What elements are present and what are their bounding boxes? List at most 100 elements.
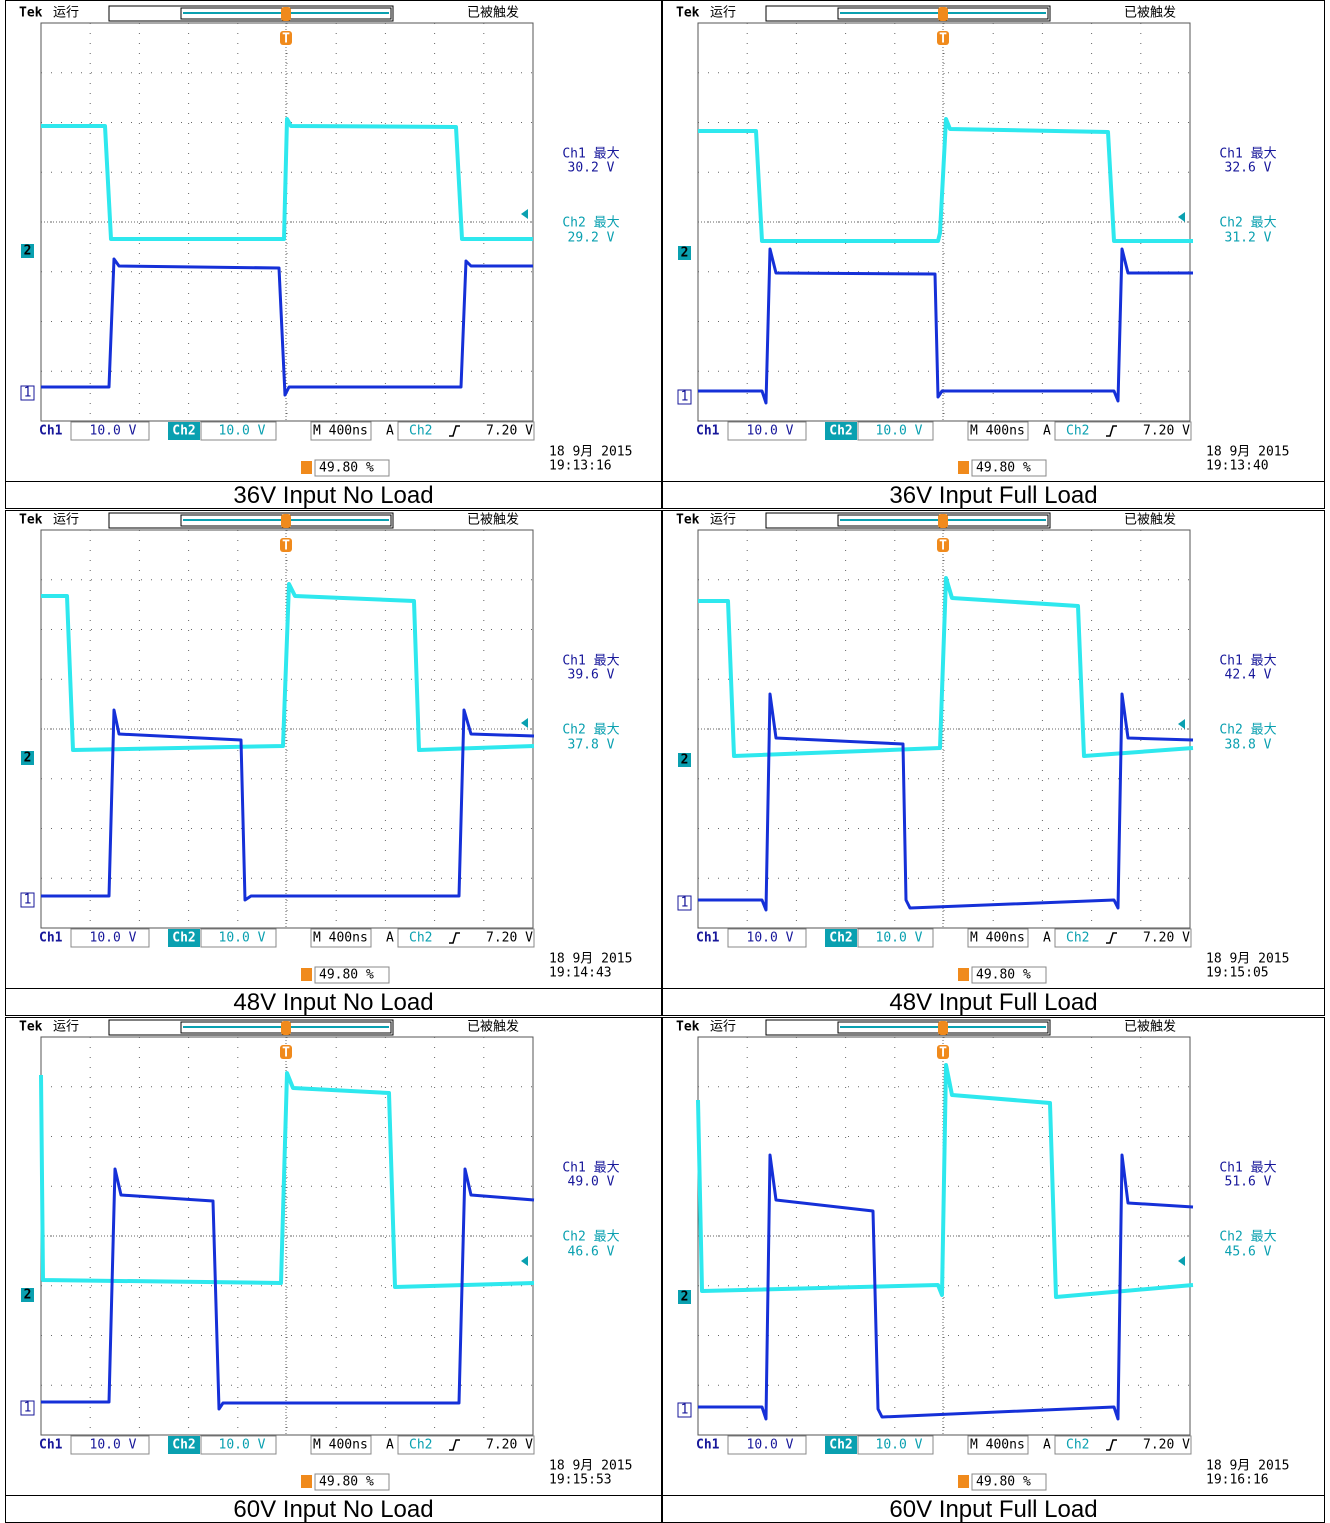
ch1-label: Ch1 [696, 424, 720, 439]
ch1-label: Ch1 [39, 424, 63, 439]
ch2-max-label: Ch2 最大 [562, 723, 619, 738]
trigger-source: Ch2 [409, 1438, 432, 1453]
ch2-marker: 2 [24, 751, 32, 766]
page: Tek运行已被触发T21Ch1 最大30.2 VCh2 最大29.2 VCh11… [0, 0, 1330, 1523]
trigger-position: 49.80 % [976, 461, 1031, 476]
trigger-mode: A [1043, 931, 1051, 946]
caption: 48V Input Full Load [662, 988, 1325, 1016]
ch1-max-value: 39.6 V [568, 668, 615, 683]
caption: 36V Input No Load [5, 481, 662, 509]
trigger-slope [1106, 426, 1117, 436]
ch2-max-label: Ch2 最大 [1219, 723, 1276, 738]
trigger-slope [1106, 933, 1117, 943]
status: 运行 [710, 1020, 736, 1035]
trigger-level: 7.20 V [1143, 1438, 1190, 1453]
ch1-max-value: 32.6 V [1225, 161, 1272, 176]
trigger-mode: A [1043, 424, 1051, 439]
scope-screen: Tek运行已被触发T21Ch1 最大51.6 VCh2 最大45.6 VCh11… [663, 1018, 1324, 1496]
trigger-marker: T [282, 32, 290, 47]
trigger-slope [449, 426, 460, 436]
trigger-icon [281, 514, 291, 528]
date: 18 9月 2015 [1206, 952, 1289, 967]
ch2-marker: 2 [681, 1290, 689, 1305]
time: 19:14:43 [549, 966, 612, 981]
ch1-max-label: Ch1 最大 [562, 654, 619, 669]
timebase: M 400ns [970, 424, 1025, 439]
trigger-state: 已被触发 [1124, 5, 1176, 21]
ch2-label: Ch2 [172, 1438, 195, 1453]
ch2-label: Ch2 [829, 931, 852, 946]
ch1-label: Ch1 [696, 931, 720, 946]
trigger-position: 49.80 % [319, 461, 374, 476]
ch2-label: Ch2 [829, 1438, 852, 1453]
trigger-pos-icon [958, 461, 969, 474]
ch2-label: Ch2 [829, 424, 852, 439]
trigger-mode: A [386, 424, 394, 439]
date: 18 9月 2015 [1206, 445, 1289, 460]
brand: Tek [676, 6, 700, 21]
trigger-slope [1106, 1440, 1117, 1450]
date: 18 9月 2015 [549, 1459, 632, 1474]
ch1-scale: 10.0 V [747, 1438, 794, 1453]
ch2-max-value: 29.2 V [568, 231, 615, 246]
trigger-level: 7.20 V [1143, 424, 1190, 439]
trigger-pos-icon [958, 968, 969, 981]
caption: 36V Input Full Load [662, 481, 1325, 509]
ch1-scale: 10.0 V [90, 424, 137, 439]
date: 18 9月 2015 [1206, 1459, 1289, 1474]
ch2-max-value: 37.8 V [568, 738, 615, 753]
ch2-scale: 10.0 V [876, 931, 923, 946]
trigger-marker: T [939, 539, 947, 554]
trigger-level: 7.20 V [1143, 931, 1190, 946]
trigger-state: 已被触发 [467, 512, 519, 528]
ch2-max-label: Ch2 最大 [1219, 216, 1276, 231]
timebase: M 400ns [970, 931, 1025, 946]
scope-screen: Tek运行已被触发T21Ch1 最大49.0 VCh2 最大46.6 VCh11… [6, 1018, 661, 1496]
ch1-max-value: 30.2 V [568, 161, 615, 176]
ch1-max-label: Ch1 最大 [562, 1161, 619, 1176]
caption: 60V Input No Load [5, 1495, 662, 1523]
trigger-position: 49.80 % [319, 1475, 374, 1490]
ch1-max-value: 49.0 V [568, 1175, 615, 1190]
ch2-marker: 2 [24, 1288, 32, 1303]
ch2-label: Ch2 [172, 424, 195, 439]
timebase: M 400ns [313, 931, 368, 946]
trigger-position: 49.80 % [976, 1475, 1031, 1490]
trigger-icon [938, 7, 948, 21]
ch1-label: Ch1 [39, 931, 63, 946]
time: 19:16:16 [1206, 1473, 1269, 1488]
ch2-max-label: Ch2 最大 [1219, 1230, 1276, 1245]
scope-panel: Tek运行已被触发T21Ch1 最大42.4 VCh2 最大38.8 VCh11… [662, 510, 1325, 989]
ch1-label: Ch1 [39, 1438, 63, 1453]
trigger-pos-icon [958, 1475, 969, 1488]
ch2-max-label: Ch2 最大 [562, 1230, 619, 1245]
brand: Tek [676, 513, 700, 528]
trigger-slope [449, 933, 460, 943]
ch2-scale: 10.0 V [219, 1438, 266, 1453]
ch2-max-value: 31.2 V [1225, 231, 1272, 246]
ch1-max-value: 51.6 V [1225, 1175, 1272, 1190]
ch1-marker: 1 [24, 1401, 32, 1416]
ch2-marker: 2 [681, 246, 689, 261]
status: 运行 [53, 513, 79, 528]
status: 运行 [53, 1020, 79, 1035]
caption: 48V Input No Load [5, 988, 662, 1016]
date: 18 9月 2015 [549, 952, 632, 967]
trigger-position: 49.80 % [976, 968, 1031, 983]
trigger-pos-icon [301, 1475, 312, 1488]
ch2-marker: 2 [24, 244, 32, 259]
ch1-max-value: 42.4 V [1225, 668, 1272, 683]
ch1-marker: 1 [681, 896, 689, 911]
trigger-source: Ch2 [409, 931, 432, 946]
ch2-scale: 10.0 V [876, 424, 923, 439]
trigger-level: 7.20 V [486, 424, 533, 439]
brand: Tek [19, 6, 43, 21]
time: 19:15:05 [1206, 966, 1269, 981]
status: 运行 [710, 6, 736, 21]
trigger-mode: A [386, 931, 394, 946]
